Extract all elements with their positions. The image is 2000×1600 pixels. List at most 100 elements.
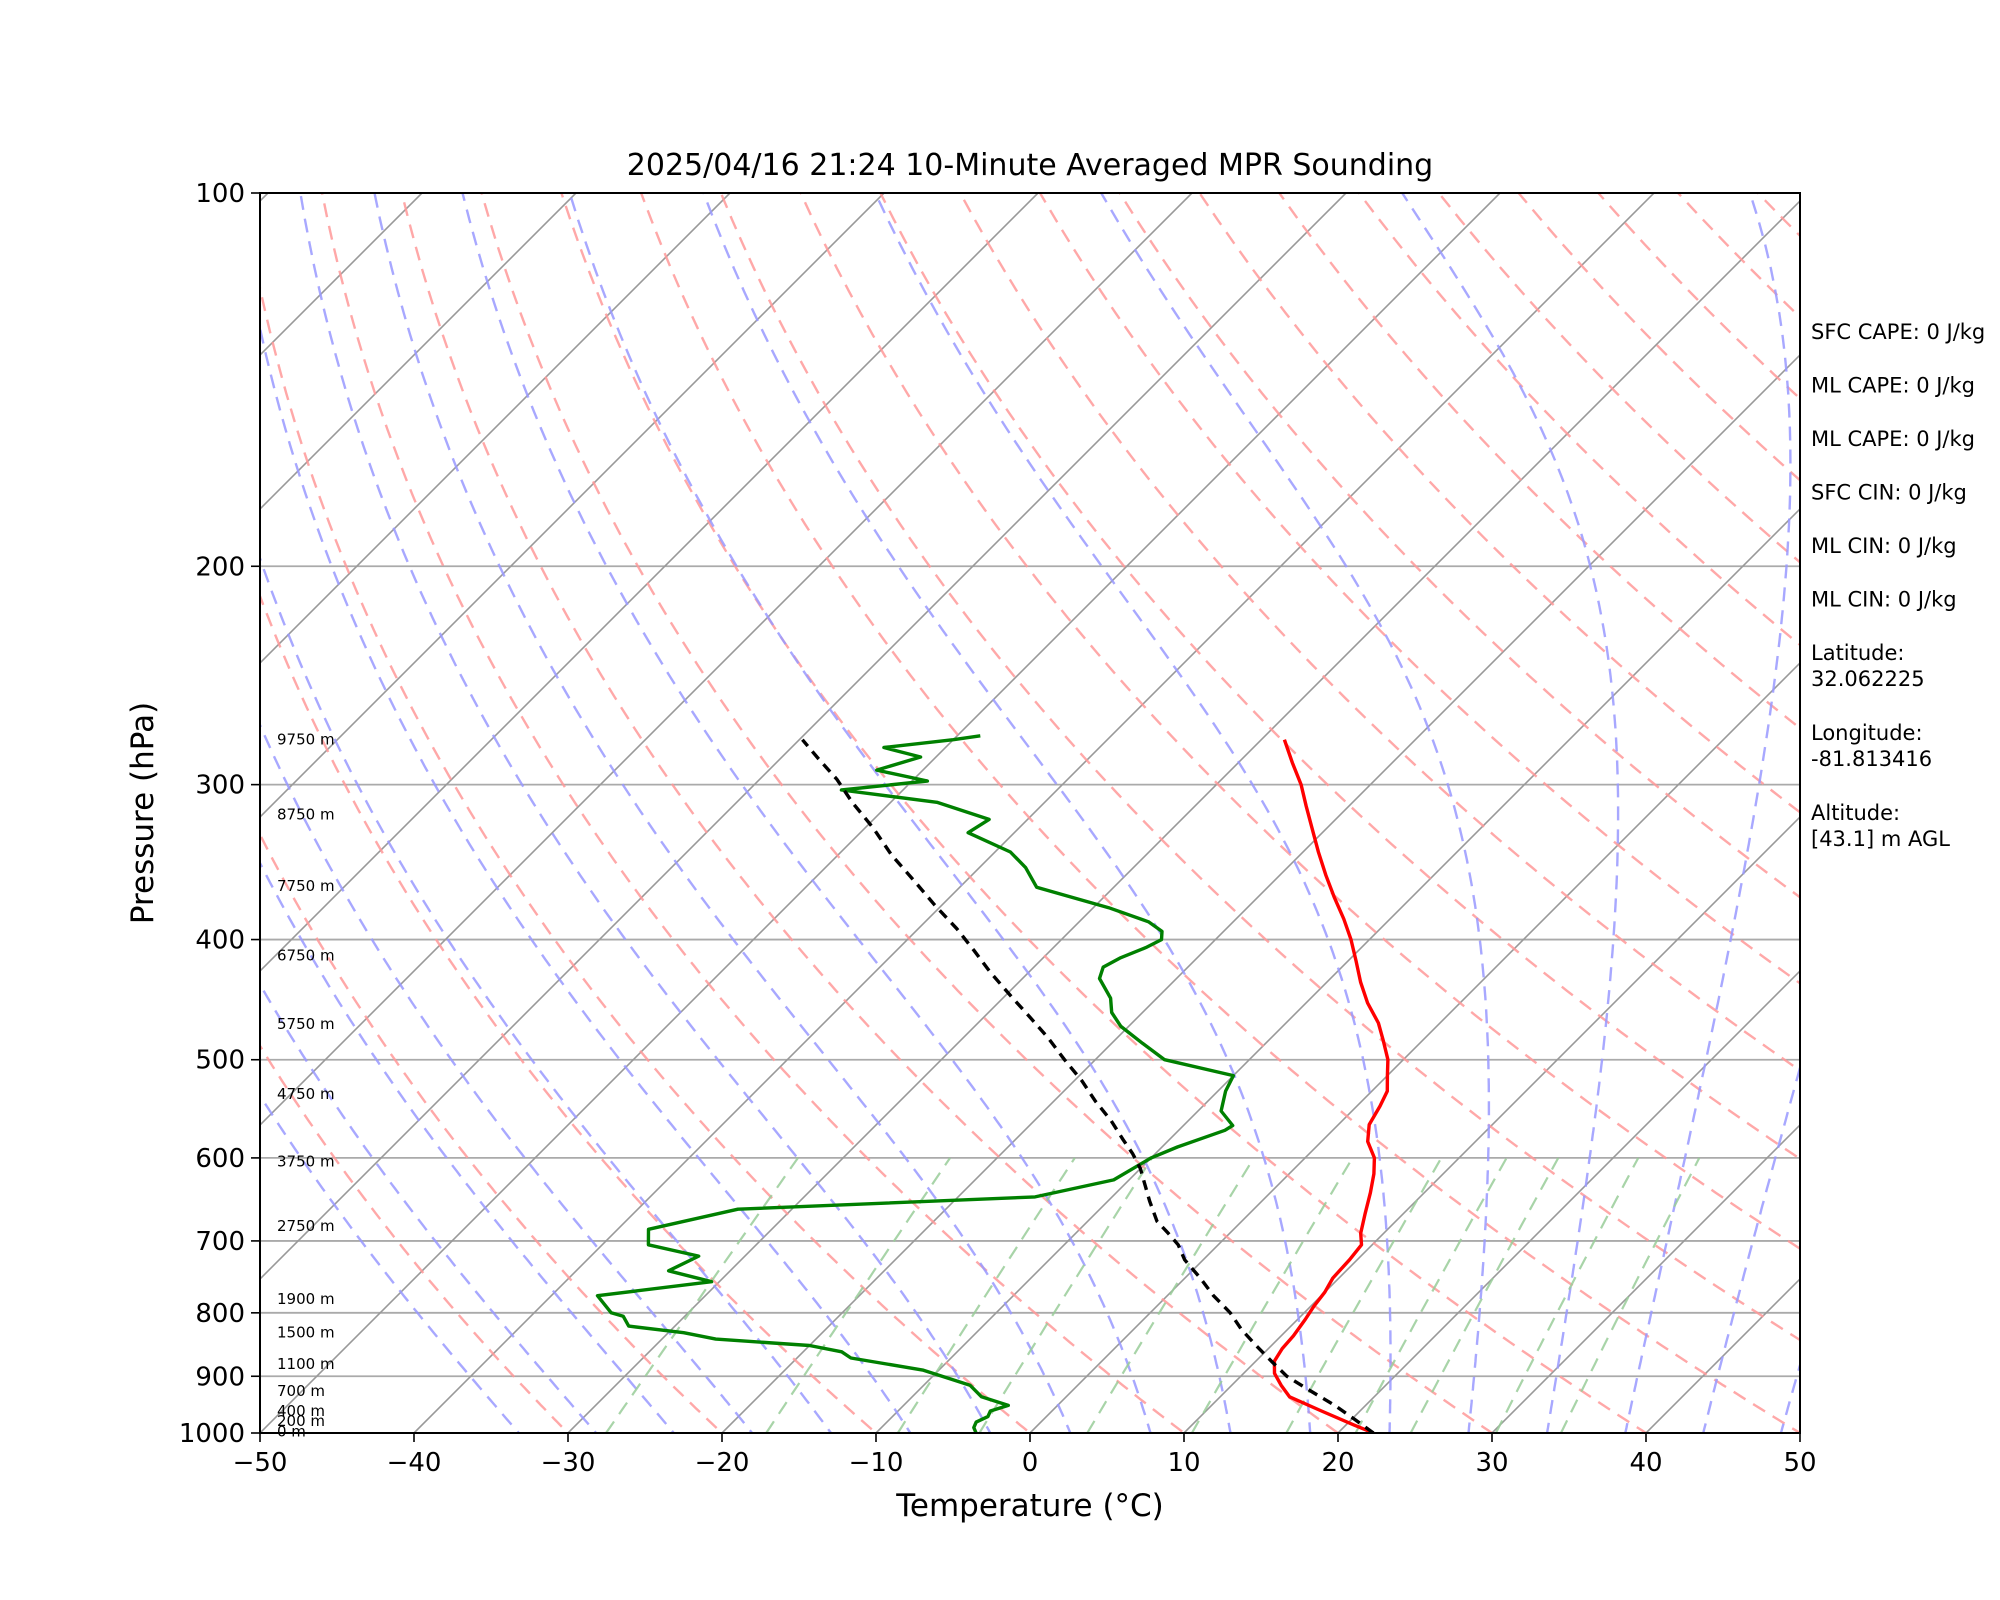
dry-adiabat-line — [719, 193, 1800, 1342]
height-label: 1100 m — [277, 1355, 335, 1373]
x-tick-label: −10 — [849, 1448, 904, 1478]
dry-adiabat-line — [560, 193, 1649, 1433]
isotherm-line — [260, 193, 1501, 1433]
moist-adiabat-line — [299, 193, 992, 1433]
moist-adiabats — [260, 193, 1800, 1433]
x-axis-ticks: −50 −40 −30 −20 −10 0 10 20 30 40 50 — [233, 1433, 1817, 1478]
height-label: 6750 m — [277, 946, 335, 964]
moist-adiabat-line — [1702, 1063, 1800, 1433]
dry-adiabat-line — [260, 1043, 570, 1433]
isotherm-line — [567, 199, 1800, 1433]
moist-adiabat-line — [260, 860, 676, 1433]
dry-adiabat-line — [1517, 193, 1800, 482]
info-line: ML CIN: 0 J/kg — [1811, 534, 1957, 558]
isotherm-line — [1183, 815, 1800, 1433]
dry-adiabat-line — [260, 592, 878, 1433]
x-tick-label: 0 — [1022, 1448, 1039, 1478]
height-label: 0 m — [277, 1422, 306, 1440]
y-tick-label: 300 — [195, 771, 245, 801]
mixing-ratio-line — [896, 1157, 1076, 1433]
info-line: Longitude: — [1811, 721, 1923, 745]
dry-adiabat-line — [1596, 193, 1800, 401]
info-line: 32.062225 — [1811, 667, 1925, 691]
mixing-ratio-lines — [605, 1157, 1701, 1433]
dry-adiabat-line — [1198, 193, 1800, 814]
info-line: [43.1] m AGL — [1811, 827, 1950, 851]
dewpoint-profile-line — [595, 734, 1236, 1433]
x-axis-label: Temperature (°C) — [895, 1488, 1164, 1524]
isotherm-line — [1029, 661, 1800, 1433]
moist-adiabat-line — [260, 1093, 521, 1433]
isotherm-line — [1337, 969, 1800, 1433]
x-tick-label: −50 — [233, 1448, 288, 1478]
isotherm-line — [875, 507, 1800, 1433]
y-tick-label: 600 — [195, 1144, 245, 1174]
info-line: Altitude: — [1811, 801, 1900, 825]
height-label: 7750 m — [277, 877, 335, 895]
info-line: SFC CIN: 0 J/kg — [1811, 481, 1967, 505]
info-line: ML CIN: 0 J/kg — [1811, 588, 1957, 612]
isotherm-line — [1491, 1123, 1800, 1433]
dry-adiabat-line — [1038, 193, 1800, 985]
moist-adiabat-line — [260, 722, 754, 1433]
moist-adiabat-line — [461, 193, 1152, 1433]
dry-adiabat-line — [958, 193, 1800, 1072]
height-label: 1900 m — [277, 1290, 335, 1308]
height-label: 2750 m — [277, 1217, 335, 1235]
y-tick-label: 500 — [195, 1046, 245, 1076]
info-panel: SFC CAPE: 0 J/kg ML CAPE: 0 J/kg ML CAPE: … — [1811, 320, 1985, 851]
moist-adiabat-line — [702, 193, 1312, 1433]
moist-adiabat-line — [1100, 193, 1491, 1433]
info-line: -81.813416 — [1811, 747, 1932, 771]
mixing-ratio-line — [1494, 1157, 1640, 1433]
x-tick-label: −40 — [387, 1448, 442, 1478]
y-tick-label: 100 — [195, 179, 245, 209]
height-label: 4750 m — [277, 1085, 335, 1103]
moist-adiabat-line — [1624, 193, 1792, 1433]
x-tick-label: 40 — [1629, 1448, 1662, 1478]
y-tick-label: 200 — [195, 552, 245, 582]
x-tick-label: 20 — [1321, 1448, 1354, 1478]
y-axis-ticks: 100 200 300 400 500 600 700 800 900 1000 — [179, 179, 260, 1449]
mixing-ratio-line — [1409, 1157, 1560, 1433]
skewed-isotherms — [0, 193, 1800, 1433]
height-label: 8750 m — [277, 805, 335, 823]
sounding-profiles — [595, 734, 1390, 1433]
y-tick-label: 800 — [195, 1299, 245, 1329]
y-tick-label: 1000 — [179, 1419, 245, 1449]
mixing-ratio-line — [765, 1157, 952, 1433]
mixing-ratio-line — [605, 1157, 799, 1433]
isotherm-line — [0, 193, 114, 1433]
height-label: 1500 m — [277, 1324, 335, 1342]
dry-adiabat-line — [400, 193, 1341, 1433]
moist-adiabat-line — [260, 982, 598, 1433]
isotherm-line — [721, 353, 1800, 1433]
dry-adiabat-line — [1118, 193, 1800, 899]
moist-adiabat-line — [260, 554, 833, 1433]
dry-adiabat-line — [1277, 193, 1800, 730]
isotherm-line — [260, 193, 577, 511]
dry-adiabat-line — [480, 193, 1495, 1433]
y-axis-label: Pressure (hPa) — [125, 702, 161, 924]
isobar-gridlines — [260, 193, 1800, 1433]
info-line: ML CAPE: 0 J/kg — [1811, 374, 1975, 398]
x-tick-label: 30 — [1475, 1448, 1508, 1478]
height-label: 700 m — [277, 1382, 325, 1400]
dry-adiabat-line — [260, 831, 724, 1433]
x-tick-label: 10 — [1167, 1448, 1200, 1478]
x-tick-label: 50 — [1783, 1448, 1816, 1478]
isotherm-line — [413, 193, 1655, 1433]
height-label: 3750 m — [277, 1152, 335, 1170]
height-labels: 9750 m 8750 m 7750 m 6750 m 5750 m 4750 m 3750… — [277, 731, 335, 1441]
dry-adiabat-line — [639, 193, 1800, 1433]
height-label: 5750 m — [277, 1015, 335, 1033]
plot-frame — [259, 192, 1801, 1434]
dry-adiabat-line — [1357, 193, 1800, 647]
isotherm-line — [260, 193, 885, 819]
moist-adiabat-line — [373, 193, 1072, 1433]
isotherm-line — [260, 193, 1347, 1281]
isotherm-line — [260, 193, 1039, 973]
info-line: SFC CAPE: 0 J/kg — [1811, 320, 1985, 344]
y-tick-label: 700 — [195, 1227, 245, 1257]
